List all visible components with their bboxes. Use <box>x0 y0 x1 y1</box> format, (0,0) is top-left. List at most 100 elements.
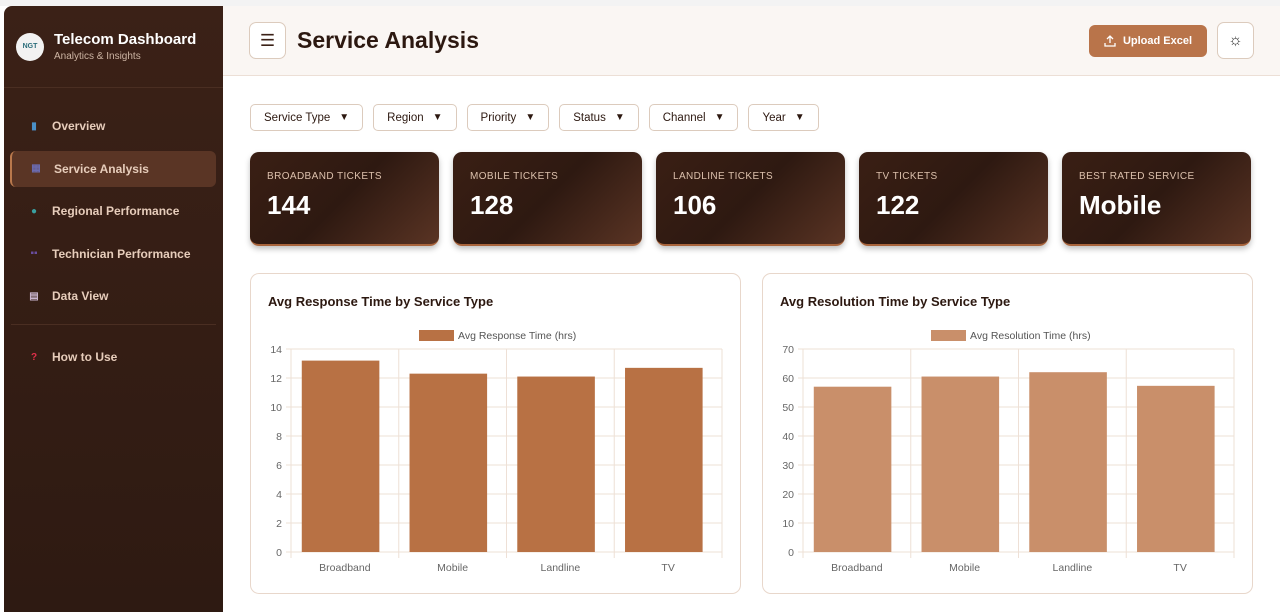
kpi-value: 144 <box>267 190 311 220</box>
sidebar-divider <box>11 324 216 325</box>
y-tick-label: 12 <box>270 373 282 385</box>
app-subtitle: Analytics & Insights <box>54 51 141 62</box>
y-tick-label: 0 <box>788 547 794 559</box>
x-tick-label: TV <box>661 562 674 574</box>
hamburger-icon: ☰ <box>259 30 276 50</box>
sidebar-item-data-view[interactable]: ▤ Data View <box>10 278 216 314</box>
sidebar-item-label: Technician Performance <box>52 246 191 261</box>
y-tick-label: 2 <box>276 518 282 530</box>
upload-icon <box>1104 34 1116 47</box>
y-tick-label: 20 <box>782 489 794 501</box>
sidebar-nav: ▮ Overview ▦ Service Analysis ● Regional Perf… <box>4 88 223 375</box>
kpi-label: BROADBAND TICKETS <box>267 171 382 182</box>
charts-row: 0 2 4 6 8 10 12 14 Broadband Mobile Landline TV Avg … <box>223 246 1280 594</box>
menu-toggle-button[interactable]: ☰ <box>249 22 286 59</box>
sidebar-item-how-to-use[interactable]: ? How to Use <box>10 339 216 375</box>
users-icon: ▪▪ <box>30 248 38 259</box>
filter-label: Channel <box>662 111 706 124</box>
y-tick-label: 0 <box>276 547 282 559</box>
upload-excel-button[interactable]: Upload Excel <box>1089 24 1207 57</box>
building-icon: ▦ <box>31 163 41 174</box>
resolution-time-chart-card: 0 10 20 30 40 50 60 70 Broadband Mobile Landline TV… <box>762 273 1253 594</box>
sidebar: NGT Telecom Dashboard Analytics & Insigh… <box>4 6 223 612</box>
kpi-card: MOBILE TICKETS 128 <box>453 152 642 246</box>
theme-toggle-button[interactable]: ☼ <box>1217 22 1254 59</box>
kpi-value: Mobile <box>1079 190 1162 220</box>
kpi-label: BEST RATED SERVICE <box>1079 171 1195 182</box>
x-tick-label: Broadband <box>831 562 883 574</box>
kpi-card: BROADBAND TICKETS 144 <box>250 152 439 246</box>
x-tick-label: Landline <box>541 562 581 574</box>
y-tick-label: 50 <box>782 402 794 414</box>
y-tick-label: 14 <box>270 344 282 356</box>
kpi-card: LANDLINE TICKETS 106 <box>656 152 845 246</box>
sidebar-item-label: Service Analysis <box>54 161 149 176</box>
caret-down-icon: ▼ <box>339 112 350 123</box>
question-icon: ? <box>30 351 38 363</box>
y-tick-label: 10 <box>270 402 282 414</box>
y-tick-label: 4 <box>276 489 282 501</box>
filter-dropdown[interactable]: Status ▼ <box>559 104 639 131</box>
x-tick-label: Landline <box>1053 562 1093 574</box>
x-tick-label: TV <box>1173 562 1186 574</box>
bar-landline <box>517 376 595 552</box>
main: ☰ Service Analysis Upload Excel ☼ Servic… <box>223 6 1280 612</box>
brand: NGT Telecom Dashboard Analytics & Insigh… <box>4 6 223 88</box>
sidebar-item-label: Regional Performance <box>52 204 180 218</box>
kpi-label: MOBILE TICKETS <box>470 171 559 182</box>
bar-tv <box>1137 385 1215 552</box>
kpi-value: 128 <box>470 190 514 220</box>
upload-label: Upload Excel <box>1122 34 1193 47</box>
x-tick-label: Mobile <box>437 562 468 574</box>
sun-icon: ☼ <box>1228 31 1243 49</box>
x-tick-label: Mobile <box>949 562 980 574</box>
caret-down-icon: ▼ <box>614 112 625 123</box>
filter-label: Priority <box>480 111 517 124</box>
clipboard-icon: ▤ <box>29 290 39 302</box>
bar-broadband <box>813 386 892 552</box>
globe-icon: ● <box>30 205 38 217</box>
sidebar-item-technician-performance[interactable]: ▪▪ Technician Performance <box>10 236 216 272</box>
chart-title: Avg Response Time by Service Type <box>268 294 494 309</box>
legend-label: Avg Response Time (hrs) <box>458 330 576 342</box>
y-tick-label: 10 <box>782 518 794 530</box>
sidebar-item-label: How to Use <box>52 350 118 364</box>
sidebar-item-overview[interactable]: ▮ Overview <box>10 108 216 144</box>
x-tick-label: Broadband <box>319 562 371 574</box>
filter-dropdown[interactable]: Service Type ▼ <box>250 104 364 131</box>
caret-down-icon: ▼ <box>432 112 443 123</box>
page-title: Service Analysis <box>297 27 479 53</box>
sidebar-item-label: Data View <box>52 289 109 303</box>
caret-down-icon: ▼ <box>714 112 725 123</box>
caret-down-icon: ▼ <box>525 112 536 123</box>
caret-down-icon: ▼ <box>794 112 805 123</box>
browser-edge <box>0 0 1280 6</box>
filter-dropdown[interactable]: Priority ▼ <box>466 104 550 131</box>
kpi-value: 106 <box>673 190 717 220</box>
filter-label: Region <box>387 111 424 124</box>
resolution-time-chart: 0 10 20 30 40 50 60 70 Broadband Mobile Landline TV… <box>782 330 1235 574</box>
filter-dropdown[interactable]: Channel ▼ <box>648 104 739 131</box>
sidebar-item-service-analysis[interactable]: ▦ Service Analysis <box>10 150 216 187</box>
sidebar-item-label: Overview <box>52 119 106 133</box>
chart-title: Avg Resolution Time by Service Type <box>780 294 1011 309</box>
filter-dropdown[interactable]: Year ▼ <box>748 104 819 131</box>
legend-label: Avg Resolution Time (hrs) <box>970 330 1091 342</box>
bar-chart-icon: ▮ <box>31 120 37 132</box>
kpi-value: 122 <box>876 190 920 220</box>
kpi-label: LANDLINE TICKETS <box>673 171 774 182</box>
filter-bar: Service Type ▼ Region ▼ Priority ▼ Status ▼ Chan… <box>223 76 1280 131</box>
legend-swatch <box>931 330 966 341</box>
kpi-row: BROADBAND TICKETS 144 MOBILE TICKETS 128 LAN… <box>223 131 1280 246</box>
y-tick-label: 6 <box>276 460 282 472</box>
y-tick-label: 40 <box>782 431 794 443</box>
kpi-card: BEST RATED SERVICE Mobile <box>1062 152 1251 246</box>
kpi-label: TV TICKETS <box>876 171 938 182</box>
filter-label: Year <box>762 111 786 124</box>
header: ☰ Service Analysis Upload Excel ☼ <box>223 6 1280 76</box>
filter-dropdown[interactable]: Region ▼ <box>373 104 457 131</box>
sidebar-item-regional-performance[interactable]: ● Regional Performance <box>10 193 216 229</box>
y-tick-label: 8 <box>276 431 282 443</box>
filter-label: Status <box>573 111 606 124</box>
y-tick-label: 30 <box>782 460 794 472</box>
